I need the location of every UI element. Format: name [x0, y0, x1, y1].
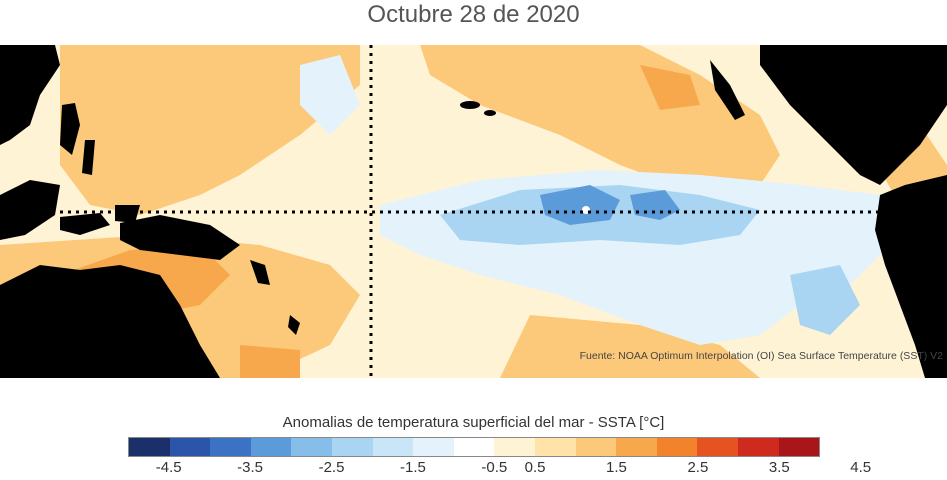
land-philippines — [60, 103, 80, 155]
colorbar-tick-label: -2.5 — [318, 459, 345, 476]
colorbar-tick-label: -0.5 — [481, 459, 508, 476]
land-new-guinea — [120, 215, 240, 260]
colorbar-segment-5 — [331, 438, 373, 456]
colorbar-segment-3 — [250, 438, 292, 456]
data-source: Fuente: NOAA Optimum Interpolation (OI) … — [579, 350, 943, 362]
colorbar-segment-8 — [453, 438, 495, 456]
colorbar-tick-label: 3.5 — [768, 459, 790, 476]
colorbar-tick-label: 1.5 — [606, 459, 627, 476]
reference-gridlines — [60, 45, 880, 378]
land-asia — [0, 45, 60, 145]
colorbar-segment-10 — [534, 438, 576, 456]
colorbar-label: Anomalias de temperatura superficial del… — [282, 414, 665, 431]
colorbar-tick-label: -3.5 — [237, 459, 264, 476]
colorbar-ticks: -4.5 -3.5 -2.5 -1.5 -0.5 0.5 1.5 2.5 3.5 4.5 — [128, 459, 871, 479]
coolest-anomaly-regions — [540, 185, 680, 225]
land-borneo — [0, 180, 60, 240]
land-masses — [0, 45, 947, 378]
colorbar-segment-2 — [210, 438, 251, 456]
land-australia — [0, 265, 220, 378]
colorbar-segment-4 — [291, 438, 332, 456]
colorbar-segment-14 — [697, 438, 738, 456]
colorbar-segment-13 — [656, 438, 698, 456]
colorbar-segment-16 — [778, 438, 820, 456]
colorbar-tick-label: 2.5 — [687, 459, 709, 476]
colorbar-tick-label: 0.5 — [524, 459, 546, 476]
colorbar-tick-label: 4.5 — [850, 459, 872, 476]
colorbar-segment-7 — [413, 438, 454, 456]
colorbar-segment-11 — [575, 438, 617, 456]
colorbar-segment-0 — [129, 438, 170, 456]
colorbar-segment-9 — [494, 438, 535, 456]
colorbar-segment-15 — [737, 438, 779, 456]
colorbar-segment-12 — [616, 438, 657, 456]
colorbar-tick-label: -4.5 — [155, 459, 182, 476]
sst-anomaly-map — [0, 45, 947, 378]
land-south-america — [875, 175, 947, 378]
land-americas — [760, 45, 947, 185]
colorbar — [128, 437, 820, 457]
colorbar-segment-6 — [372, 438, 414, 456]
colorbar-segment-1 — [169, 438, 211, 456]
colorbar-tick-label: -1.5 — [400, 459, 426, 476]
map-title: Octubre 28 de 2020 — [367, 1, 580, 28]
